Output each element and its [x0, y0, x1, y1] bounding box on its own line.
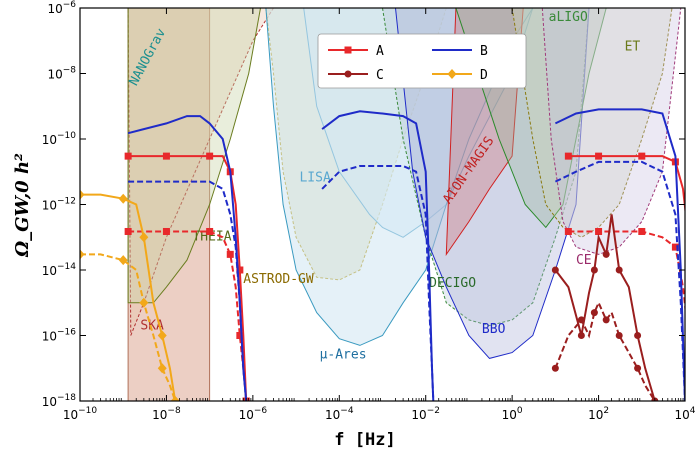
series-point-A-solid-2 — [162, 152, 170, 160]
series-point-C-dashed-2 — [577, 316, 585, 324]
series-line-B-dashed — [128, 180, 248, 401]
x-tick-label-7: 104 — [674, 406, 695, 422]
series-point-A-dashed-4 — [206, 227, 214, 235]
series-point-C-solid-2 — [577, 332, 585, 339]
detector-label-5: μ-Ares — [320, 347, 367, 362]
detector-label-4: LISA — [299, 171, 330, 186]
series-point-C-dashed-0 — [551, 364, 559, 372]
series-line-B-solid — [127, 115, 248, 401]
series-point-D-dashed-8 — [170, 396, 180, 401]
y-tick-label-2: 10−10 — [42, 131, 77, 147]
series-point-A-dashed-6 — [226, 250, 234, 258]
series-point-D-solid-6 — [157, 330, 167, 341]
series-point-D-dashed-6 — [157, 363, 167, 374]
detector-region-7 — [394, 8, 590, 359]
series-point-A-solid-high-4 — [638, 152, 646, 160]
legend: A B C D — [317, 33, 527, 89]
series-line-B-dashed-mid — [321, 165, 435, 401]
y-tick-label-6: 10−18 — [42, 393, 77, 409]
detector-label-7: BBO — [482, 322, 506, 337]
series-point-D-dashed-0 — [80, 249, 85, 260]
detector-region-10 — [511, 8, 673, 238]
series-line-A-dashed — [128, 230, 248, 401]
series-point-A-dashed-high-4 — [638, 227, 646, 235]
detector-label-6: DECIGO — [429, 276, 476, 291]
x-tick-label-1: 10−8 — [152, 406, 181, 422]
x-tick-label-2: 10−6 — [239, 406, 268, 422]
series-point-A-solid-high-2 — [595, 152, 603, 160]
series-point-C-solid-4 — [590, 266, 598, 274]
detector-region-1 — [127, 8, 275, 336]
y-tick-label-3: 10−12 — [42, 197, 76, 213]
model-series — [80, 108, 685, 401]
series-point-A-dashed-high-6 — [671, 243, 679, 251]
series-point-A-solid-4 — [206, 152, 214, 160]
series-point-C-solid-6 — [602, 250, 610, 258]
series-point-C-solid-8 — [615, 266, 623, 274]
series-point-A-solid-high-0 — [564, 152, 572, 160]
series-point-D-solid-4 — [139, 232, 149, 243]
plot-frame — [79, 7, 686, 402]
y-tick-label-0: 10−6 — [47, 0, 76, 16]
series-point-C-dashed-8 — [615, 332, 623, 339]
series-point-A-dashed-high-0 — [564, 227, 572, 235]
series-point-C-solid-0 — [551, 266, 559, 274]
series-point-C-dashed-10 — [634, 364, 642, 372]
y-tick-label-5: 10−16 — [42, 328, 77, 344]
x-tick-label-6: 102 — [588, 406, 609, 422]
series-point-A-solid-0 — [124, 152, 132, 160]
series-line-B-dashed-high — [554, 160, 685, 401]
y-tick-label-1: 10−8 — [47, 66, 76, 82]
legend-label-D: D — [480, 68, 488, 83]
x-tick-label-0: 10−10 — [63, 406, 98, 422]
detector-label-11: CE — [576, 253, 592, 268]
x-tick-label-5: 100 — [502, 406, 523, 422]
series-point-A-dashed-0 — [124, 227, 132, 235]
legend-label-A: A — [376, 44, 384, 59]
legend-marker-D — [447, 69, 457, 79]
y-axis-label: Ω_GW,0 h² — [12, 153, 33, 258]
detector-label-2: THEIA — [192, 229, 231, 244]
series-point-C-dashed-4 — [590, 309, 598, 317]
series-line-A-solid — [128, 155, 248, 401]
y-tick-label-4: 10−14 — [42, 262, 77, 278]
legend-label-C: C — [376, 68, 384, 83]
series-line-B-solid-mid — [321, 110, 435, 401]
x-axis-label: f [Hz] — [334, 430, 395, 450]
series-point-D-solid-2 — [118, 193, 128, 204]
x-tick-label-3: 10−4 — [325, 406, 354, 422]
series-point-A-dashed-high-2 — [595, 227, 603, 235]
legend-marker-C — [344, 70, 352, 78]
series-point-A-dashed-high-8 — [684, 332, 685, 339]
detector-region-11 — [541, 8, 682, 255]
series-point-A-dashed-2 — [162, 227, 170, 235]
series-point-C-dashed-6 — [602, 316, 610, 324]
detector-label-3: ASTROD-GW — [243, 272, 314, 287]
legend-marker-A — [344, 46, 352, 54]
legend-label-B: B — [480, 44, 488, 59]
series-point-D-dashed-4 — [139, 297, 149, 308]
series-point-D-solid-0 — [80, 189, 85, 200]
detector-label-9: aLIGO — [549, 10, 588, 25]
detector-label-10: ET — [625, 40, 641, 55]
series-line-B-solid-high — [554, 108, 685, 401]
series-point-A-dashed-8 — [236, 332, 244, 339]
legend-box — [317, 33, 527, 89]
series-point-D-dashed-2 — [118, 255, 128, 266]
x-tick-label-4: 10−2 — [411, 406, 440, 422]
series-point-C-solid-10 — [634, 332, 642, 339]
series-point-A-solid-8 — [236, 266, 244, 274]
series-point-A-solid-high-8 — [684, 233, 685, 241]
